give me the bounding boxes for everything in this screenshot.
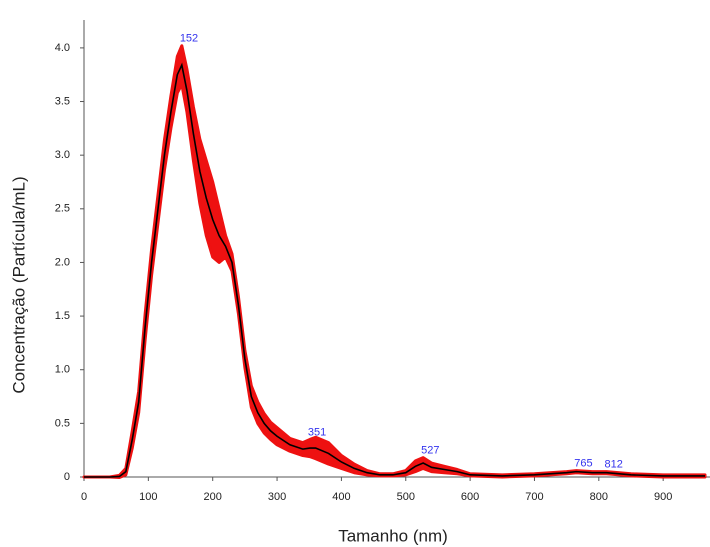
mean-line [84,62,705,478]
x-tick-label: 600 [461,491,479,503]
y-tick-label: 1.5 [55,310,70,322]
x-tick-label: 100 [139,491,157,503]
y-axis-label: Concentração (Partícula/mL) [9,176,28,393]
y-tick-label: 1.0 [55,364,70,376]
peak-label: 812 [605,459,623,471]
x-tick-label: 300 [268,491,286,503]
y-tick-label: 2.5 [55,203,70,215]
x-tick-label: 700 [525,491,543,503]
x-tick-label: 0 [81,491,87,503]
y-tick-label: 2.0 [55,256,70,268]
x-tick-label: 900 [654,491,672,503]
y-tick-label: 0.5 [55,417,70,429]
x-axis-label: Tamanho (nm) [338,526,448,545]
y-tick-label: 0 [64,471,70,483]
y-tick-label: 3.0 [55,149,70,161]
peak-label: 351 [308,426,326,438]
x-tick-label: 500 [397,491,415,503]
error-band [82,44,707,480]
x-tick-label: 200 [204,491,222,503]
y-tick-label: 3.5 [55,95,70,107]
y-tick-label: 4.0 [55,42,70,54]
peak-label: 152 [180,33,198,45]
x-tick-label: 400 [332,491,350,503]
peak-label: 765 [574,457,592,469]
peak-label: 527 [421,445,439,457]
x-tick-label: 800 [590,491,608,503]
